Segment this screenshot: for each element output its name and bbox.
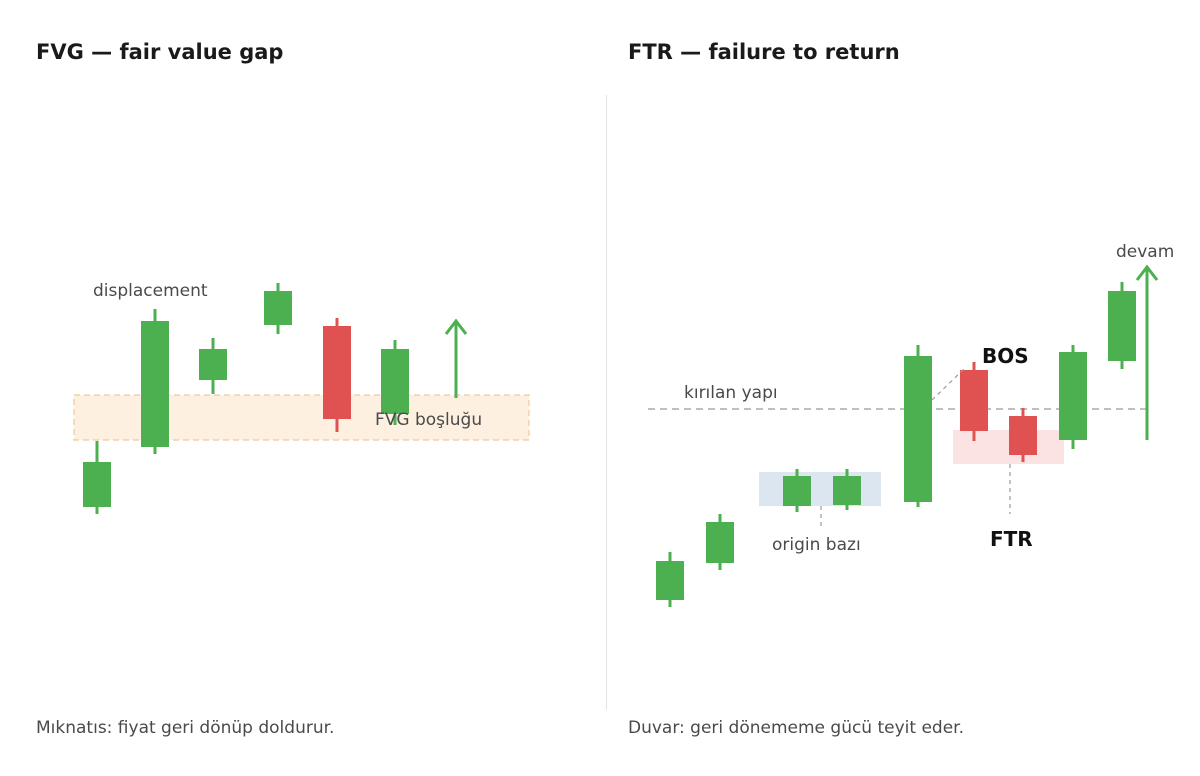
fvg-candle-6 [381, 340, 409, 425]
ftr-label: FTR [990, 527, 1033, 551]
bos-label: BOS [982, 344, 1029, 368]
bos-candle [960, 362, 988, 441]
fvg-gap-label: FVG boşluğu [375, 410, 482, 430]
ftr-candle-after-2 [1108, 282, 1136, 369]
fvg-candle-3 [199, 338, 227, 394]
ftr-caption: Duvar: geri dönememe gücü teyit eder. [628, 718, 965, 738]
continue-up-arrow-icon [1135, 264, 1159, 440]
continue-label: devam [1116, 242, 1174, 262]
fvg-candle-4 [264, 283, 292, 334]
ftr-zone [953, 430, 1064, 464]
displacement-label: displacement [93, 281, 208, 301]
origin-zone [759, 472, 881, 506]
ftr-candle-after-1 [1059, 345, 1087, 449]
fvg-caption: Mıknatıs: fiyat geri dönüp doldurur. [36, 718, 335, 738]
impulse-candle [904, 345, 932, 507]
broken-structure-label: kırılan yapı [684, 383, 778, 403]
panel-divider [606, 95, 607, 710]
fvg-bear-candle [323, 318, 351, 432]
ftr-candle-1 [656, 552, 684, 607]
ftr-candle [1009, 408, 1037, 462]
fvg-candle-1 [83, 441, 111, 514]
fvg-panel-title: FVG — fair value gap [36, 40, 284, 64]
fvg-up-arrow-icon [444, 318, 468, 398]
ftr-candle-2 [706, 514, 734, 570]
origin-base-label: origin bazı [772, 535, 861, 555]
origin-candle-1 [783, 469, 811, 512]
fvg-displacement-candle [141, 309, 169, 454]
ftr-panel-title: FTR — failure to return [628, 40, 900, 64]
origin-candle-2 [833, 469, 861, 510]
